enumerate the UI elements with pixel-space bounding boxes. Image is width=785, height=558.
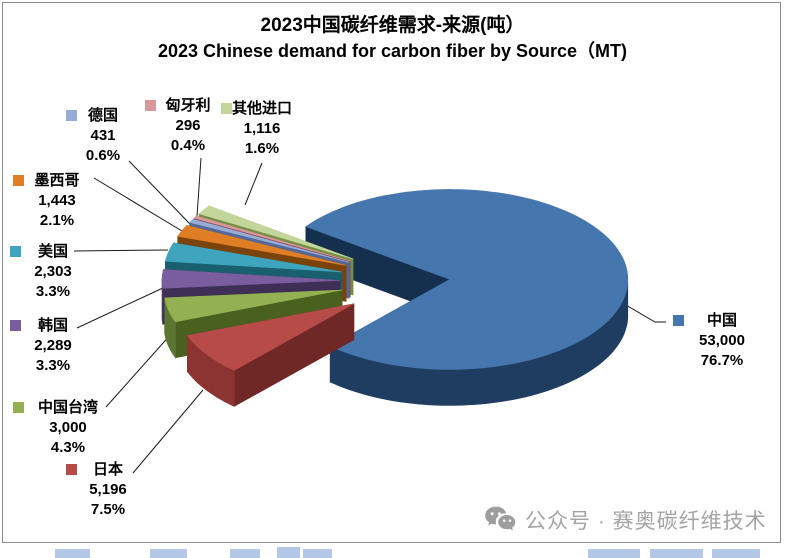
pie-slice-匈牙利 [193,215,351,262]
cutoff-watermark-fragment [55,549,90,558]
label-taiwan-china: 中国台湾 3,000 4.3% [13,398,113,458]
slice-value: 296 [175,117,201,134]
slice-percent: 4.3% [50,439,86,456]
slice-percent: 0.4% [170,137,206,154]
slice-percent: 0.6% [85,147,121,164]
leader-line-墨西哥 [93,177,183,232]
leader-line-韩国 [76,286,166,329]
legend-marker-usa [10,246,21,257]
legend-marker-other-imports [221,103,232,114]
leader-line-美国 [73,249,169,252]
legend-marker-mexico [13,175,24,186]
slice-name: 德国 [87,107,118,124]
legend-marker-south-korea [10,320,21,331]
label-usa: 美国 2,303 3.3% [8,242,98,302]
slice-name: 匈牙利 [165,97,211,114]
slice-value: 2,289 [34,337,72,354]
legend-marker-germany [66,110,77,121]
pie-slice-韩国 [161,269,341,289]
label-other-imports: 其他进口 1,116 1.6% [217,99,307,159]
wechat-icon [485,506,516,531]
legend-marker-japan [66,464,77,475]
slice-percent: 7.5% [90,501,126,518]
slice-percent: 3.3% [35,357,71,374]
pie-slice-日本 [186,303,355,371]
slice-percent: 3.3% [35,283,71,300]
cutoff-watermark-fragment [303,549,332,558]
slice-name: 中国 [706,312,737,329]
pie-slice-美国 [164,242,343,273]
cutoff-watermark-fragment [588,549,640,558]
slice-percent: 2.1% [39,212,75,229]
slice-name: 美国 [37,243,68,260]
cutoff-watermark-fragment [277,547,300,558]
cutoff-watermark-fragment [712,549,760,558]
pie-slice-墨西哥 [177,225,347,266]
slice-name: 韩国 [37,317,68,334]
leader-line-其他进口 [244,162,263,206]
pie-slice-中国 [305,189,629,370]
label-china: 中国 53,000 76.7% [673,311,767,371]
slice-value: 431 [90,127,116,144]
slice-value: 3,000 [49,419,87,436]
social-watermark: 公众号 · 赛奥碳纤维技术 [484,503,774,537]
leader-line-中国 [618,300,666,323]
label-japan: 日本 5,196 7.5% [63,460,153,520]
slice-name: 其他进口 [231,100,292,117]
legend-marker-china [673,315,684,326]
chart-title-block: 2023中国碳纤维需求-来源(吨） 2023 Chinese demand fo… [0,13,785,64]
leader-line-中国台湾 [105,332,173,408]
label-south-korea: 韩国 2,289 3.3% [8,316,98,376]
label-germany: 德国 431 0.6% [58,106,148,166]
label-mexico: 墨西哥 1,443 2.1% [12,171,102,231]
pie-slice-中国台湾 [164,289,343,323]
slice-name: 日本 [92,461,123,478]
slice-percent: 1.6% [244,140,280,157]
slice-value: 2,303 [34,263,72,280]
leader-line-德国 [128,160,191,225]
cutoff-watermark-fragment [230,549,260,558]
label-hungary: 匈牙利 296 0.4% [143,96,233,156]
slice-name: 墨西哥 [34,172,80,189]
slice-value: 5,196 [89,481,127,498]
slice-value: 53,000 [699,332,745,349]
cutoff-watermark-fragment [150,549,187,558]
chart-title-en: 2023 Chinese demand for carbon fiber by … [157,41,628,61]
chart-title-cn: 2023中国碳纤维需求-来源(吨） [260,15,525,36]
pie-slice-其他进口 [198,205,354,260]
cutoff-watermark-fragment [650,549,703,558]
slice-percent: 76.7% [700,352,744,369]
slice-value: 1,443 [38,192,76,209]
slice-value: 1,116 [243,120,281,137]
legend-marker-taiwan-china [13,402,24,413]
watermark-text: 公众号 · 赛奥碳纤维技术 [525,510,767,533]
leader-line-日本 [132,389,204,474]
legend-marker-hungary [145,100,156,111]
leader-line-匈牙利 [196,157,202,217]
pie-slice-德国 [189,218,350,263]
slice-name: 中国台湾 [37,399,98,416]
